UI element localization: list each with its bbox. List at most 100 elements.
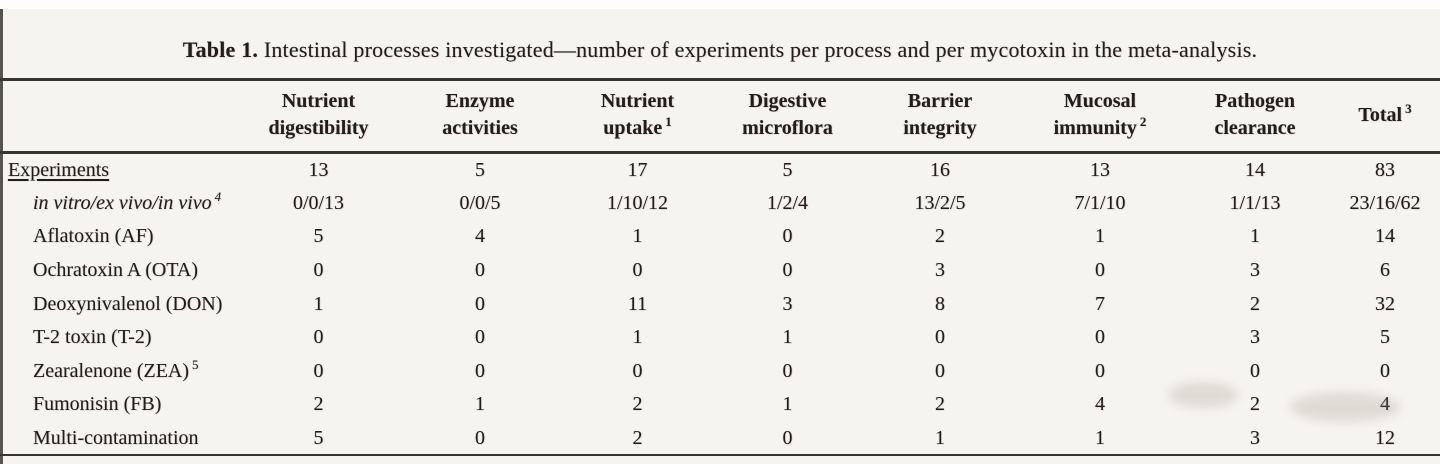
table-cell: 5 (475, 159, 485, 182)
table-row-t2-toxin: T-2 toxin (T-2) 0 0 1 1 0 0 3 5 (0, 320, 1440, 354)
table-cell: 1 (1095, 225, 1105, 248)
table-cell: 2 (313, 393, 324, 416)
row-label-experiments: Experiments (0, 153, 237, 187)
header-line: uptake (603, 117, 663, 139)
footnote-marker: 1 (665, 114, 672, 130)
table-cell: 1 (632, 225, 643, 248)
row-label-text: Multi-contamination (33, 426, 199, 449)
table-cell: 3 (782, 292, 793, 315)
table-cell: 3 (1250, 326, 1260, 349)
table-row-ochratoxin: Ochratoxin A (OTA) 0 0 0 0 3 0 3 6 (0, 253, 1440, 287)
column-header-total: Total 3 (1330, 79, 1440, 154)
table-cell: 0 (475, 259, 485, 282)
table-cell: 13/2/5 (914, 191, 966, 214)
table-cell: 3 (1250, 259, 1260, 282)
table-cell: 0 (313, 359, 324, 382)
table-cell: 17 (627, 159, 648, 182)
footnote-marker: 2 (1139, 114, 1147, 130)
table-cell: 4 (475, 225, 485, 248)
row-label-multi-contamination: Multi-contamination (0, 421, 237, 456)
header-line: microflora (742, 117, 833, 139)
header-row: Nutrient digestibility Enzyme activities… (0, 79, 1440, 154)
table-cell: 6 (1380, 259, 1390, 282)
row-label-text: Aflatoxin (AF) (33, 225, 154, 248)
scan-watermark-smudge (1290, 392, 1400, 422)
row-label-fumonisin: Fumonisin (FB) (0, 388, 237, 422)
table-row-multi-contamination: Multi-contamination 5 0 2 0 1 1 3 12 (0, 421, 1440, 456)
row-label-zearalenone: Zearalenone (ZEA) 5 (0, 354, 237, 388)
table-cell: 2 (632, 393, 643, 416)
table-cell: 2 (560, 421, 715, 456)
table-cell: 13 (1090, 159, 1110, 182)
table-cell: 0 (632, 259, 643, 282)
row-label-text: Fumonisin (FB) (33, 393, 162, 416)
table-cell: 2 (935, 393, 945, 416)
table-cell: 1 (782, 326, 793, 349)
table-cell: 8 (935, 292, 945, 315)
table-cell: 7/1/10 (1074, 191, 1126, 214)
column-header-barrier-integrity: Barrier integrity (860, 79, 1020, 154)
header-line: integrity (903, 117, 977, 139)
column-header-enzyme-activities: Enzyme activities (400, 79, 560, 154)
table-row-fumonisin: Fumonisin (FB) 2 1 2 1 2 4 2 4 (0, 388, 1440, 422)
header-line: Total (1358, 103, 1403, 126)
table-cell: 13 (308, 159, 329, 182)
footnote-marker: 5 (192, 357, 199, 373)
scan-watermark-smudge (1168, 382, 1238, 408)
table-cell: 3 (935, 259, 945, 282)
table-row-invitro-exvivo-invivo: in vitro/ex vivo/in vivo 4 0/0/13 0/0/5 1… (0, 186, 1440, 220)
table-cell: 0 (475, 292, 485, 315)
column-header-nutrient-uptake: Nutrient uptake 1 (560, 79, 715, 154)
header-line: digestibility (268, 117, 369, 139)
table-cell: 0 (1380, 359, 1390, 382)
table-cell: 14 (1375, 225, 1395, 248)
table-cell: 16 (930, 159, 950, 182)
table-caption-text: Intestinal processes investigated—number… (258, 37, 1258, 62)
table-cell: 0 (782, 359, 793, 382)
table-cell: 2 (935, 225, 945, 248)
header-line: Nutrient (281, 90, 356, 112)
table-cell: 0 (475, 359, 485, 382)
column-header-nutrient-digestibility: Nutrient digestibility (237, 79, 400, 154)
header-line: clearance (1214, 117, 1296, 139)
table-row-aflatoxin: Aflatoxin (AF) 5 4 1 0 2 1 1 14 (0, 220, 1440, 254)
table-row-deoxynivalenol: Deoxynivalenol (DON) 1 0 11 3 8 7 2 32 (0, 287, 1440, 321)
row-label-deoxynivalenol: Deoxynivalenol (DON) (0, 287, 237, 321)
table-cell: 0 (400, 421, 560, 456)
table-cell: 5 (237, 421, 400, 456)
row-label-t2-toxin: T-2 toxin (T-2) (0, 320, 237, 354)
footnote-marker: 3 (1405, 100, 1412, 116)
table-cell: 0 (313, 326, 324, 349)
footnote-marker: 4 (214, 189, 222, 205)
scan-edge-line (0, 9, 3, 464)
table-cell: 11 (627, 292, 648, 315)
table-cell: 0 (313, 259, 324, 282)
table-cell: 23/16/62 (1349, 191, 1421, 214)
data-table: Nutrient digestibility Enzyme activities… (0, 78, 1440, 456)
table-row-experiments: Experiments 13 5 17 5 16 13 14 83 (0, 153, 1440, 187)
table-cell: 0 (1095, 359, 1105, 382)
page-margin-strip (0, 0, 1440, 9)
table-cell: 1 (782, 393, 793, 416)
column-header-empty (0, 79, 237, 154)
table-cell: 0 (782, 225, 793, 248)
table-cell: 5 (782, 159, 793, 182)
table-cell: 0 (1250, 359, 1260, 382)
table-cell: 3 (1180, 421, 1330, 456)
header-line: Enzyme (445, 90, 515, 112)
table-cell: 7 (1095, 292, 1105, 315)
table-cell: 1 (475, 393, 485, 416)
table-cell: 5 (313, 225, 324, 248)
table-cell: 32 (1375, 292, 1395, 315)
header-line: Pathogen (1215, 90, 1295, 112)
column-header-digestive-microflora: Digestive microflora (715, 79, 860, 154)
table-cell: 0/0/13 (292, 191, 345, 214)
table-cell: 1/10/12 (606, 191, 669, 214)
table-cell: 0 (715, 421, 860, 456)
row-label-text: in vitro/ex vivo/in vivo (33, 191, 212, 214)
table-cell: 4 (1380, 393, 1390, 416)
table-cell: 2 (1250, 292, 1260, 315)
table-cell: 0/0/5 (459, 191, 501, 214)
table-cell: 0 (782, 259, 793, 282)
row-label-aflatoxin: Aflatoxin (AF) (0, 220, 237, 254)
